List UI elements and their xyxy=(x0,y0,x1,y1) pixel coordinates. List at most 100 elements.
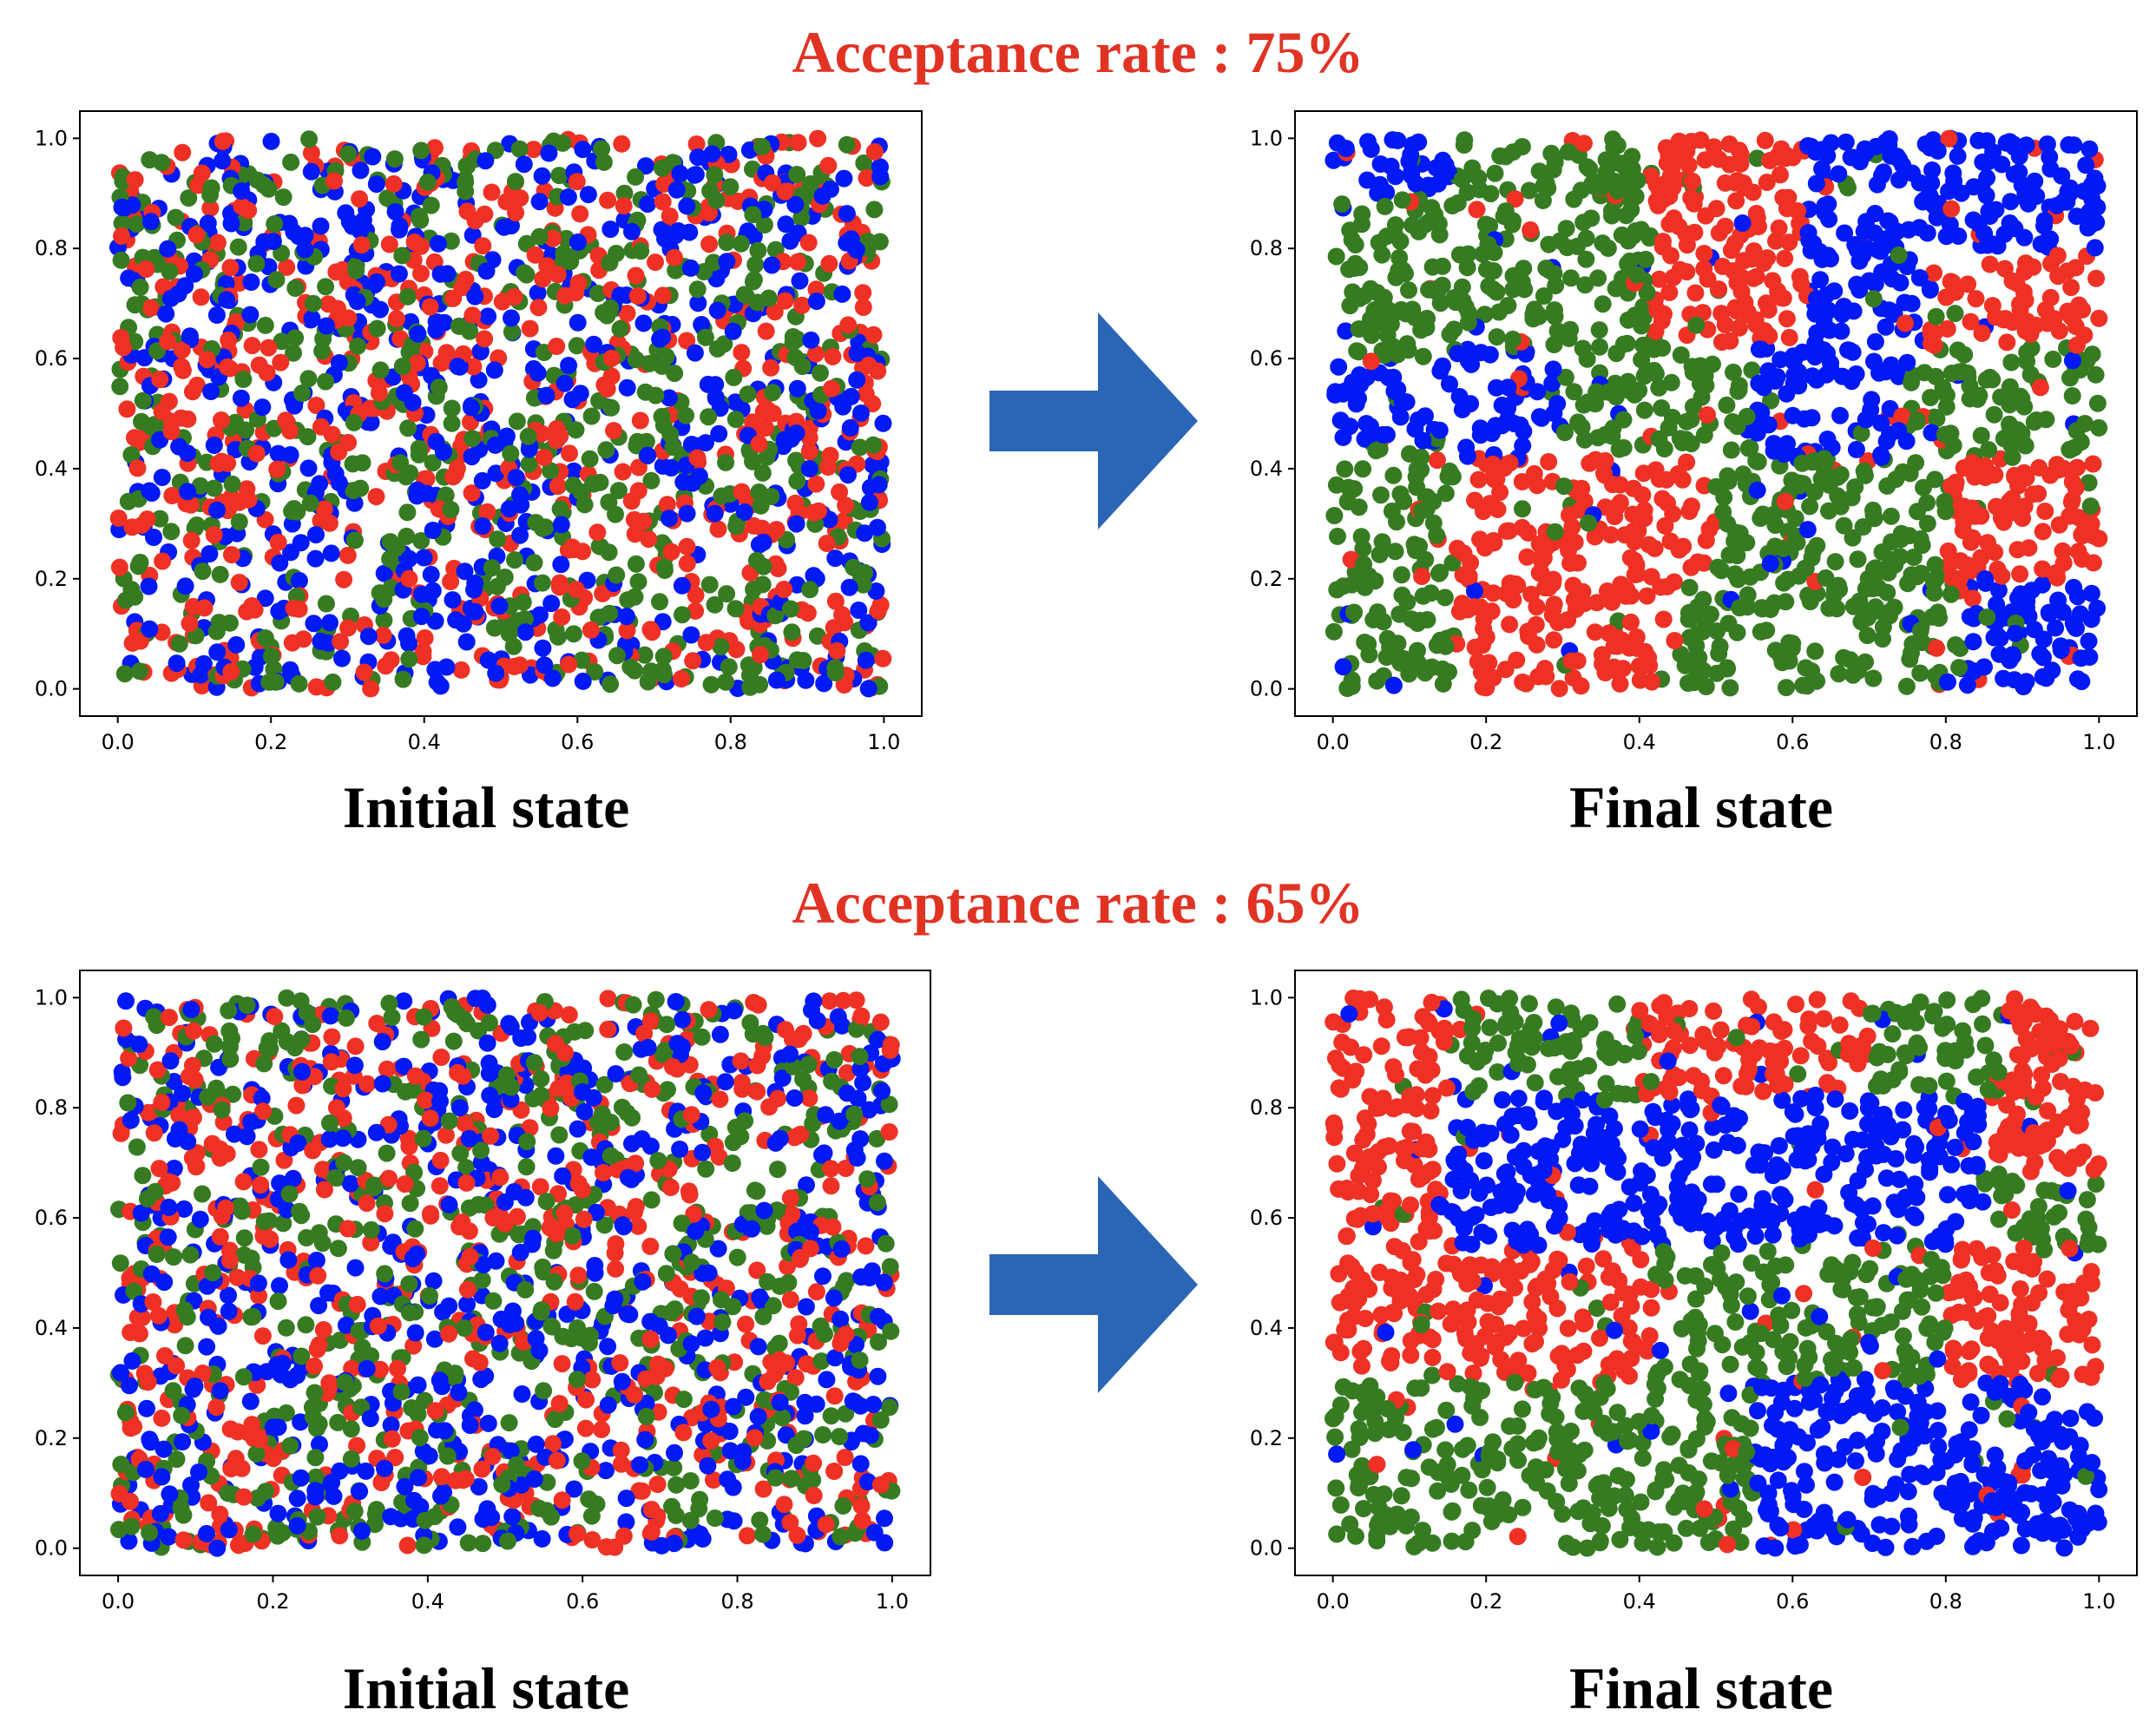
point-blue xyxy=(1441,375,1458,393)
point-green xyxy=(277,1404,295,1422)
point-green xyxy=(647,386,665,404)
point-green xyxy=(1386,216,1404,234)
point-green xyxy=(544,1241,562,1259)
point-green xyxy=(591,473,609,491)
point-green xyxy=(306,1449,325,1467)
point-green xyxy=(655,666,674,684)
point-red xyxy=(2049,267,2067,286)
point-red xyxy=(166,1316,184,1334)
point-red xyxy=(112,329,130,346)
point-red xyxy=(1780,233,1798,252)
point-blue xyxy=(2048,196,2066,214)
point-green xyxy=(223,475,241,493)
point-blue xyxy=(537,386,555,404)
point-green xyxy=(1915,478,1932,496)
point-blue xyxy=(552,556,570,574)
point-blue xyxy=(1750,374,1768,392)
point-green xyxy=(1903,644,1920,662)
point-red xyxy=(779,1258,797,1276)
point-red xyxy=(2087,269,2106,287)
point-green xyxy=(619,591,637,609)
point-blue xyxy=(2028,187,2046,205)
point-blue xyxy=(241,1392,260,1410)
point-red xyxy=(2048,563,2066,582)
point-green xyxy=(855,154,873,172)
point-red xyxy=(2041,288,2060,306)
point-green xyxy=(267,271,286,289)
point-green xyxy=(285,344,302,362)
point-blue xyxy=(563,391,582,409)
point-green xyxy=(474,1535,492,1553)
point-blue xyxy=(513,1385,531,1403)
point-red xyxy=(1928,639,1946,657)
point-green xyxy=(519,427,537,445)
point-red xyxy=(2024,258,2042,276)
point-blue xyxy=(864,1396,883,1413)
point-green xyxy=(2044,350,2062,368)
point-green xyxy=(1680,578,1699,596)
point-blue xyxy=(140,577,158,595)
point-green xyxy=(653,407,671,425)
point-red xyxy=(1475,620,1493,638)
point-blue xyxy=(218,291,235,309)
point-blue xyxy=(1337,322,1355,340)
point-blue xyxy=(176,577,194,595)
point-red xyxy=(1939,542,1957,560)
point-blue xyxy=(585,335,603,353)
point-green xyxy=(1846,478,1864,496)
point-red xyxy=(1943,273,1962,292)
point-red xyxy=(141,299,160,317)
point-red xyxy=(1963,529,1982,547)
point-blue xyxy=(724,322,742,340)
point-green xyxy=(1412,321,1430,339)
point-red xyxy=(172,409,190,427)
point-green xyxy=(611,319,629,338)
point-green xyxy=(568,337,586,355)
point-red xyxy=(464,358,483,376)
point-blue xyxy=(117,992,135,1010)
point-green xyxy=(1609,154,1627,172)
point-green xyxy=(1329,527,1346,545)
point-green xyxy=(1339,478,1357,496)
point-green xyxy=(1634,336,1653,354)
point-red xyxy=(595,376,614,394)
point-blue xyxy=(1391,408,1410,426)
point-blue xyxy=(565,462,583,480)
point-green xyxy=(1878,477,1896,495)
point-blue xyxy=(271,554,289,572)
point-red xyxy=(529,299,548,317)
chart-initial-65: 0.0 0.2 0.4 0.6 0.8 1.0 0.0 0.2 0.4 0.6 0.8 1.0 xyxy=(17,963,937,1632)
point-red xyxy=(442,573,460,590)
point-blue xyxy=(654,328,672,346)
point-green xyxy=(1333,195,1351,214)
point-green xyxy=(342,1420,360,1438)
point-red xyxy=(1937,288,1956,306)
point-red xyxy=(154,552,172,570)
point-green xyxy=(1386,542,1404,561)
point-blue xyxy=(511,1243,529,1261)
point-green xyxy=(1762,391,1780,410)
y-tick-label: 0.8 xyxy=(1250,236,1283,260)
point-blue xyxy=(1803,409,1821,427)
point-green xyxy=(1504,266,1522,285)
point-red xyxy=(1979,534,1996,552)
point-blue xyxy=(718,253,736,271)
point-red xyxy=(1774,289,1792,307)
scatter-points xyxy=(1324,129,2108,698)
point-blue xyxy=(673,576,691,595)
point-blue xyxy=(662,459,680,477)
point-blue xyxy=(1761,555,1779,573)
point-green xyxy=(601,253,619,272)
point-red xyxy=(214,132,232,150)
point-green xyxy=(2018,344,2036,362)
point-blue xyxy=(386,203,404,220)
point-red xyxy=(1497,584,1515,602)
point-green xyxy=(744,452,761,470)
point-green xyxy=(1484,262,1502,279)
point-red xyxy=(599,990,617,1008)
point-red xyxy=(278,258,296,276)
point-green xyxy=(234,1368,253,1386)
point-red xyxy=(1603,593,1621,611)
point-green xyxy=(1907,454,1925,472)
point-green xyxy=(119,1094,137,1112)
